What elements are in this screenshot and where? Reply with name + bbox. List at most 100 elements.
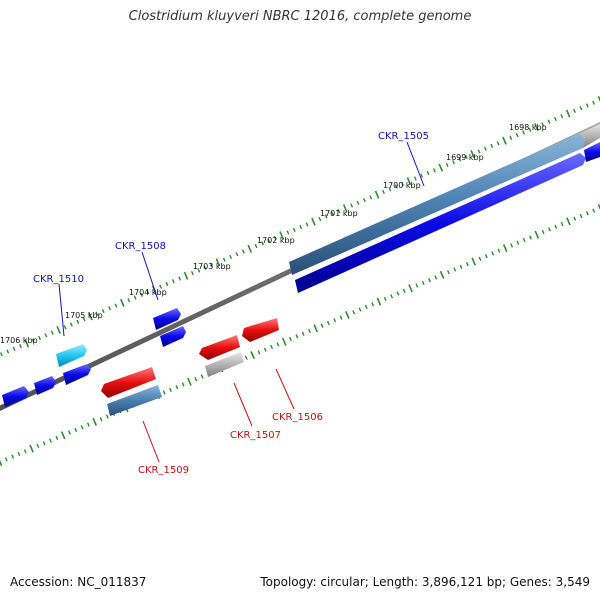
label-ckr1506[interactable]: CKR_1506: [272, 412, 323, 423]
leader-ckr1509: [142, 420, 160, 463]
label-ckr1510[interactable]: CKR_1510: [33, 274, 84, 285]
forward-scale-tick: [183, 271, 189, 280]
gene-ckr1509-b[interactable]: [107, 385, 162, 416]
accession-text: Accession: NC_011837: [10, 575, 147, 589]
gene-ckr1511[interactable]: [63, 364, 91, 385]
forward-scale-tick: [299, 225, 303, 230]
reverse-scale-tick: [364, 304, 368, 310]
forward-scale-tick: [458, 157, 462, 162]
forward-scale-tick: [496, 141, 500, 146]
gene-ckr1504[interactable]: [295, 153, 586, 293]
reverse-scale-tick: [187, 377, 192, 386]
forward-scale-tick: [534, 123, 539, 132]
gene-ckr1508-b[interactable]: [160, 326, 186, 347]
forward-scale-tick: [438, 163, 444, 172]
forward-scale-tick: [406, 177, 412, 186]
forward-scale-tick: [261, 241, 264, 246]
forward-scale-tick: [120, 298, 125, 307]
reverse-scale-tick: [516, 240, 520, 245]
leader-ckr1507: [233, 382, 253, 427]
leader-ckr1510: [58, 283, 65, 337]
forward-scale-tick: [292, 227, 296, 232]
forward-scale-tick: [101, 308, 105, 314]
reverse-scale-tick: [534, 230, 540, 239]
forward-scale-tick: [108, 306, 112, 311]
forward-scale-tick: [50, 330, 54, 335]
reverse-scale-tick: [548, 227, 551, 232]
reverse-strand-genes: [101, 318, 279, 416]
forward-scale-tick: [528, 127, 532, 132]
label-ckr1508[interactable]: CKR_1508: [115, 241, 166, 252]
reverse-scale-tick: [522, 237, 526, 243]
gene-forward-ckr1505-adjacent[interactable]: [578, 124, 600, 148]
reverse-scale-tick: [390, 294, 394, 299]
forward-scale-tick: [502, 136, 507, 145]
forward-scale-tick: [413, 176, 417, 181]
forward-scale-tick: [44, 333, 48, 338]
forward-scale-tick: [267, 238, 271, 243]
gene-ckr1503[interactable]: [584, 142, 600, 162]
forward-scale-tick: [247, 244, 253, 253]
forward-scale-tick: [522, 130, 526, 135]
reverse-scale-tick: [308, 328, 311, 334]
scale-ticks-forward: [0, 95, 600, 357]
leader-ckr1508: [141, 251, 159, 301]
reverse-scale-tick: [86, 422, 90, 427]
scale-label-1701: 1701 kbp: [320, 209, 358, 218]
reverse-scale-tick: [465, 262, 469, 267]
reverse-scale-tick: [453, 267, 457, 272]
reverse-scale-tick: [502, 244, 508, 253]
forward-scale-tick: [565, 109, 571, 118]
forward-scale-tick: [509, 135, 513, 140]
forward-scale-tick: [63, 325, 67, 330]
gene-ckr1512[interactable]: [34, 376, 56, 395]
reverse-scale-tick: [49, 438, 52, 443]
gene-ckr1507[interactable]: [199, 335, 240, 360]
gene-ckr1505[interactable]: [289, 134, 585, 275]
gene-ckr1513[interactable]: [2, 386, 29, 407]
forward-scale-tick: [362, 198, 366, 203]
gene-ckr1508[interactable]: [153, 308, 181, 330]
gene-labels: CKR_1505 CKR_1508 CKR_1510 CKR_1506 CKR_…: [33, 131, 429, 476]
reverse-scale-tick: [60, 431, 66, 440]
label-ckr1505[interactable]: CKR_1505: [378, 131, 429, 142]
leader-ckr1505: [406, 141, 425, 187]
reverse-scale-tick: [250, 351, 255, 360]
forward-scale-tick: [82, 317, 86, 322]
label-ckr1509[interactable]: CKR_1509: [138, 465, 189, 476]
forward-scale-tick: [178, 276, 182, 281]
gene-ckr1506[interactable]: [242, 318, 279, 342]
reverse-scale-tick: [0, 459, 3, 467]
reverse-scale-tick: [484, 254, 488, 259]
reverse-scale-tick: [371, 302, 375, 307]
gene-ckr1507-b[interactable]: [205, 352, 244, 377]
reverse-scale-tick: [320, 323, 324, 328]
forward-scale-tick: [350, 203, 354, 208]
reverse-scale-tick: [55, 435, 59, 441]
forward-scale-tick: [210, 262, 213, 268]
forward-scale-tick: [547, 119, 551, 124]
reverse-scale-tick: [68, 430, 71, 435]
reverse-scale-tick: [257, 350, 261, 355]
forward-scale-tick: [215, 258, 221, 267]
forward-scale-tick: [6, 349, 10, 354]
forward-scale-tick: [592, 100, 596, 105]
label-ckr1507[interactable]: CKR_1507: [230, 430, 281, 441]
forward-scale-tick: [388, 187, 392, 192]
forward-scale-tick: [279, 231, 284, 240]
gene-ckr1509[interactable]: [101, 367, 156, 398]
forward-scale-tick: [560, 114, 564, 119]
forward-scale-tick: [356, 200, 360, 205]
reverse-scale-tick: [383, 296, 387, 301]
forward-scale-tick: [401, 181, 405, 186]
forward-scale-tick: [305, 222, 309, 227]
scale-label-1699: 1699 kbp: [446, 153, 484, 162]
forward-scale-tick: [235, 252, 239, 257]
forward-scale-tick: [133, 295, 137, 300]
reverse-scale-tick: [276, 342, 280, 347]
gene-ckr1510[interactable]: [56, 344, 87, 367]
forward-scale-tick: [159, 284, 163, 289]
forward-scale-tick: [579, 106, 583, 111]
forward-scale-tick: [477, 149, 481, 154]
